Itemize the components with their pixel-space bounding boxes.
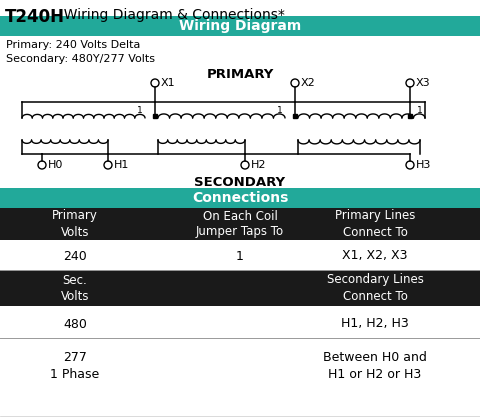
Bar [0, 16, 480, 36]
Text: SECONDARY: SECONDARY [194, 176, 286, 189]
Text: H1, H2, H3: H1, H2, H3 [341, 318, 409, 331]
Text: Secondary Lines
Connect To: Secondary Lines Connect To [326, 273, 423, 303]
Text: 1: 1 [417, 106, 423, 115]
Bar [0, 188, 480, 208]
Text: H3: H3 [416, 160, 432, 170]
Bar [0, 270, 480, 306]
Text: X2: X2 [301, 78, 316, 88]
Text: Between H0 and
H1 or H2 or H3: Between H0 and H1 or H2 or H3 [323, 351, 427, 381]
Text: Primary: 240 Volts Delta
Secondary: 480Y/277 Volts: Primary: 240 Volts Delta Secondary: 480Y… [6, 40, 155, 64]
Text: 240: 240 [63, 250, 87, 263]
Text: T240H: T240H [5, 8, 65, 26]
Text: H2: H2 [251, 160, 266, 170]
Text: Sec.
Volts: Sec. Volts [61, 273, 89, 303]
Bar [0, 208, 480, 240]
Text: H0: H0 [48, 160, 63, 170]
Text: 480: 480 [63, 318, 87, 331]
Text: 277
1 Phase: 277 1 Phase [50, 351, 100, 381]
Text: 1: 1 [236, 250, 244, 263]
Text: X3: X3 [416, 78, 431, 88]
Text: Wiring Diagram & Connections*: Wiring Diagram & Connections* [55, 8, 285, 22]
Text: X1: X1 [161, 78, 176, 88]
Text: On Each Coil
Jumper Taps To: On Each Coil Jumper Taps To [196, 209, 284, 239]
Text: Connections: Connections [192, 191, 288, 205]
Text: 1: 1 [277, 106, 283, 115]
Text: Primary Lines
Connect To: Primary Lines Connect To [335, 209, 415, 239]
Text: H1: H1 [114, 160, 130, 170]
Text: Primary
Volts: Primary Volts [52, 209, 98, 239]
Text: PRIMARY: PRIMARY [206, 68, 274, 81]
Text: X1, X2, X3: X1, X2, X3 [342, 250, 408, 263]
Text: Wiring Diagram: Wiring Diagram [179, 19, 301, 33]
Text: 1: 1 [137, 106, 143, 115]
